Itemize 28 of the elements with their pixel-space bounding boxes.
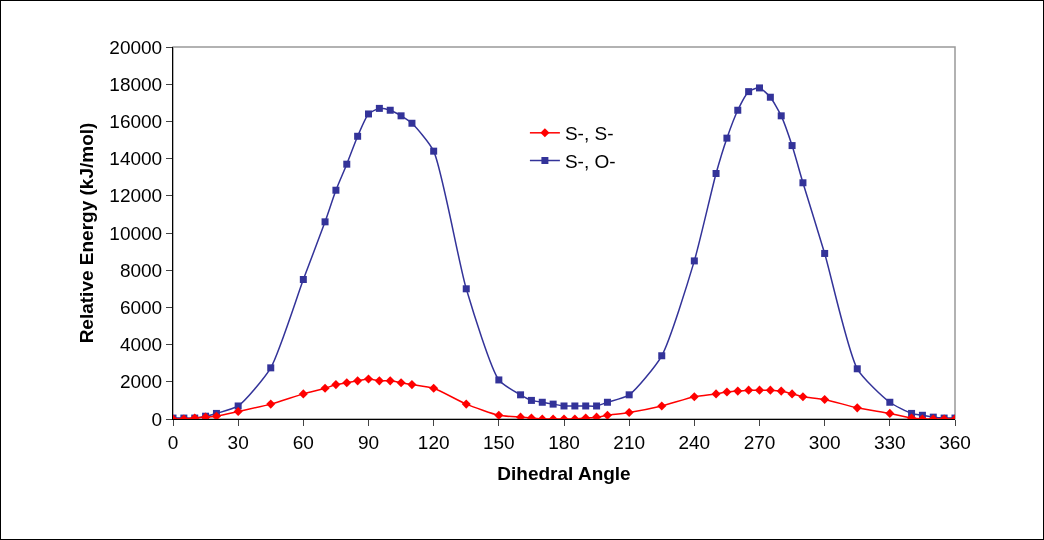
x-tick-label: 90 xyxy=(357,431,380,453)
y-tick-label: 10000 xyxy=(109,222,163,244)
y-tick-label: 8000 xyxy=(119,259,163,281)
x-tick-label: 330 xyxy=(873,431,906,453)
x-tick-label: 210 xyxy=(613,431,646,453)
y-tick-label: 18000 xyxy=(109,73,163,95)
x-tick-label: 300 xyxy=(808,431,841,453)
legend-label: S-, S- xyxy=(564,123,614,145)
x-tick-label: 180 xyxy=(548,431,580,453)
x-tick-label: 150 xyxy=(482,431,515,453)
x-tick-label: 120 xyxy=(417,431,450,453)
legend-label: S-, O- xyxy=(564,150,616,172)
x-tick-label: 60 xyxy=(292,431,314,453)
y-tick-label: 2000 xyxy=(119,371,163,393)
x-axis-title: Dihedral Angle xyxy=(497,462,631,484)
y-tick-label: 20000 xyxy=(109,36,163,58)
x-tick-label: 30 xyxy=(227,431,249,453)
y-tick-label: 0 xyxy=(151,408,163,430)
y-tick-label: 16000 xyxy=(109,111,163,133)
y-tick-label: 12000 xyxy=(109,185,163,207)
x-tick-label: 270 xyxy=(743,431,776,453)
x-tick-label: 0 xyxy=(167,431,179,453)
y-axis-title: Relative Energy (kJ/mol) xyxy=(76,122,98,344)
x-tick-label: 240 xyxy=(678,431,711,453)
y-tick-label: 4000 xyxy=(119,334,163,356)
y-tick-label: 14000 xyxy=(109,148,163,170)
y-tick-label: 6000 xyxy=(119,297,163,319)
x-tick-label: 360 xyxy=(939,431,971,453)
